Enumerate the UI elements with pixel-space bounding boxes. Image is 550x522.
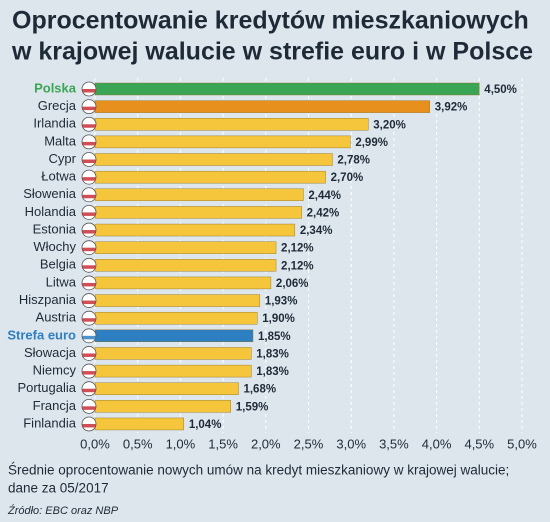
note: Średnie oprocentowanie nowych umów na kr… bbox=[8, 463, 509, 478]
flag-stripe bbox=[82, 194, 96, 199]
bar bbox=[94, 118, 369, 131]
bar bbox=[94, 223, 296, 237]
category-label: Hiszpania bbox=[19, 292, 77, 307]
category-label: Finlandia bbox=[23, 415, 77, 430]
category-label: Litwa bbox=[46, 274, 77, 289]
category-label: Strefa euro bbox=[7, 327, 76, 342]
x-tick-label: 2,0% bbox=[251, 436, 281, 451]
category-label: Polska bbox=[34, 80, 77, 95]
value-label: 1,85% bbox=[258, 331, 291, 343]
bar bbox=[94, 135, 351, 149]
flag-stripe bbox=[82, 371, 96, 375]
value-label: 1,59% bbox=[236, 401, 269, 413]
value-label: 2,12% bbox=[281, 243, 314, 255]
flag-stripe bbox=[82, 406, 96, 410]
value-label: 2,06% bbox=[276, 278, 309, 290]
value-label: 1,04% bbox=[189, 419, 222, 431]
x-tick-label: 1,5% bbox=[208, 436, 238, 451]
value-label: 2,42% bbox=[307, 207, 340, 219]
category-label: Grecja bbox=[38, 98, 77, 113]
category-label: Irlandia bbox=[33, 116, 76, 131]
category-label: Cypr bbox=[49, 151, 77, 166]
flag-stripe bbox=[82, 141, 96, 146]
x-tick-label: 4,0% bbox=[422, 436, 452, 451]
x-tick-label: 0,0% bbox=[80, 436, 110, 451]
x-tick-label: 3,5% bbox=[379, 436, 409, 451]
value-label: 2,70% bbox=[331, 172, 364, 184]
category-label: Niemcy bbox=[33, 363, 77, 378]
bar bbox=[94, 206, 302, 219]
flag-stripe bbox=[82, 212, 96, 216]
category-label: Portugalia bbox=[17, 380, 76, 395]
bar bbox=[94, 170, 326, 184]
value-label: 1,83% bbox=[256, 348, 289, 360]
value-label: 3,20% bbox=[373, 119, 406, 131]
source: Źródło: EBC oraz NBP bbox=[7, 504, 119, 517]
value-label: 1,90% bbox=[262, 313, 295, 325]
chart-subtitle: w krajowej walucie w strefie euro i w Po… bbox=[11, 38, 533, 66]
category-label: Malta bbox=[44, 133, 77, 148]
flag-stripe bbox=[82, 247, 96, 252]
value-label: 1,83% bbox=[256, 366, 289, 378]
flag-stripe bbox=[82, 124, 96, 128]
x-tick-label: 2,5% bbox=[294, 436, 324, 451]
x-tick-label: 0,5% bbox=[123, 436, 153, 451]
bar bbox=[94, 417, 185, 431]
value-label: 1,68% bbox=[243, 384, 276, 396]
bar bbox=[94, 364, 252, 378]
category-label: Łotwa bbox=[41, 169, 76, 184]
category-label: Austria bbox=[36, 310, 77, 325]
bar bbox=[94, 347, 252, 360]
flag-stripe bbox=[82, 300, 96, 305]
category-label: Estonia bbox=[33, 221, 77, 236]
bar bbox=[94, 82, 480, 96]
value-label: 2,99% bbox=[355, 137, 388, 149]
note: dane za 05/2017 bbox=[8, 481, 109, 496]
bar bbox=[94, 153, 333, 166]
category-label: Holandia bbox=[25, 204, 77, 219]
value-label: 3,92% bbox=[435, 102, 468, 114]
flag-stripe bbox=[82, 159, 96, 164]
category-label: Belgia bbox=[40, 257, 77, 272]
category-label: Francja bbox=[33, 398, 77, 413]
value-label: 2,12% bbox=[281, 260, 314, 272]
flag-stripe bbox=[82, 353, 96, 357]
value-label: 1,93% bbox=[265, 296, 298, 308]
value-label: 4,50% bbox=[484, 84, 517, 96]
value-label: 2,44% bbox=[308, 190, 341, 202]
chart-title: Oprocentowanie kredytów mieszkaniowych bbox=[12, 7, 529, 35]
flag-stripe bbox=[82, 177, 96, 181]
bar bbox=[94, 259, 277, 272]
flag-stripe bbox=[82, 388, 96, 393]
flag-stripe bbox=[82, 318, 96, 322]
flag-stripe bbox=[82, 423, 96, 428]
value-label: 2,78% bbox=[337, 155, 370, 167]
x-tick-label: 1,0% bbox=[166, 436, 196, 451]
bar bbox=[94, 329, 254, 343]
bar bbox=[94, 188, 304, 201]
flag-stripe bbox=[82, 230, 96, 234]
bar bbox=[94, 400, 231, 413]
flag-stripe bbox=[82, 265, 96, 269]
bar bbox=[94, 100, 430, 113]
category-label: Słowenia bbox=[23, 186, 77, 201]
category-label: Włochy bbox=[33, 239, 76, 254]
bar bbox=[94, 241, 277, 254]
bar bbox=[94, 382, 239, 395]
bar bbox=[94, 311, 258, 325]
flag-stripe bbox=[82, 282, 96, 287]
flag-stripe bbox=[82, 106, 96, 111]
flag-stripe bbox=[82, 335, 96, 340]
x-tick-label: 3,0% bbox=[336, 436, 366, 451]
category-label: Słowacja bbox=[24, 345, 77, 360]
x-tick-label: 5,0% bbox=[507, 436, 537, 451]
flag-stripe bbox=[82, 89, 96, 93]
bar bbox=[94, 294, 261, 307]
bar bbox=[94, 276, 272, 290]
x-tick-label: 4,5% bbox=[464, 436, 494, 451]
value-label: 2,34% bbox=[300, 225, 333, 237]
